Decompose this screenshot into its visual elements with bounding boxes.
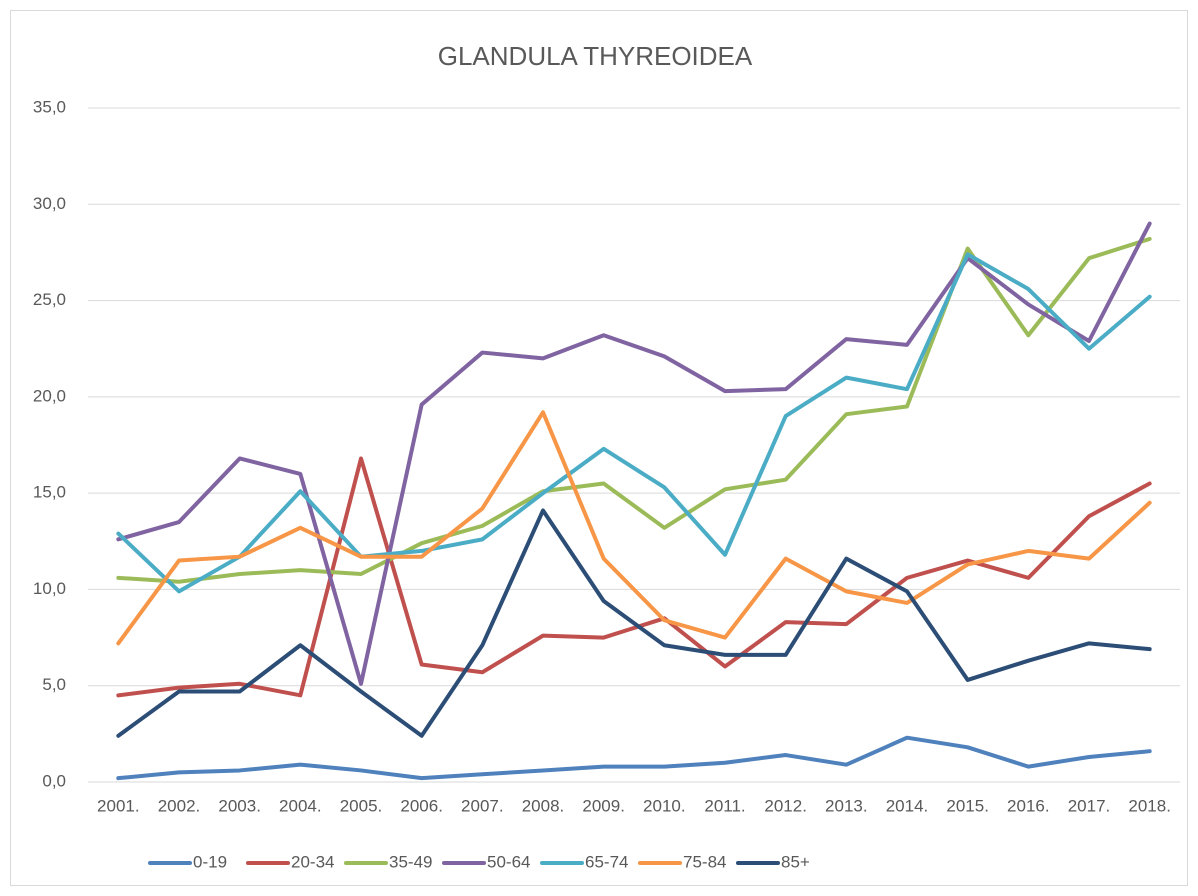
series-line: [116, 221, 1152, 686]
y-tick-label: 10,0: [33, 579, 66, 598]
y-tick-label: 15,0: [33, 483, 66, 502]
series-line: [116, 410, 1152, 646]
x-tick-label: 2001.: [97, 796, 140, 815]
x-tick-label: 2010.: [643, 796, 686, 815]
x-tick-label: 2005.: [340, 796, 383, 815]
series-line: [116, 508, 1152, 738]
x-tick-label: 2016.: [1007, 796, 1050, 815]
x-tick-label: 2013.: [825, 796, 868, 815]
y-tick-label: 20,0: [33, 386, 66, 405]
legend-label: 65-74: [585, 852, 628, 871]
legend-label: 35-49: [389, 852, 432, 871]
y-tick-label: 5,0: [42, 675, 66, 694]
legend-label: 20-34: [291, 852, 334, 871]
y-tick-label: 0,0: [42, 771, 66, 790]
x-tick-label: 2004.: [279, 796, 322, 815]
legend-label: 0-19: [193, 852, 227, 871]
x-tick-label: 2014.: [886, 796, 929, 815]
series-line: [116, 252, 1152, 594]
y-tick-label: 25,0: [33, 290, 66, 309]
series-line: [116, 236, 1152, 584]
y-tick-label: 35,0: [33, 97, 66, 116]
chart-title: GLANDULA THYREOIDEA: [438, 41, 753, 71]
x-tick-label: 2002.: [158, 796, 201, 815]
x-tick-label: 2011.: [704, 796, 745, 815]
legend-label: 85+: [781, 852, 810, 871]
x-tick-label: 2003.: [218, 796, 261, 815]
x-tick-label: 2006.: [400, 796, 443, 815]
x-tick-label: 2017.: [1068, 796, 1111, 815]
x-tick-label: 2007.: [461, 796, 504, 815]
x-tick-label: 2015.: [946, 796, 989, 815]
x-tick-label: 2012.: [764, 796, 807, 815]
legend-label: 50-64: [487, 852, 530, 871]
y-tick-label: 30,0: [33, 194, 66, 213]
x-tick-label: 2009.: [582, 796, 625, 815]
chart-frame: [10, 10, 1188, 886]
legend-label: 75-84: [683, 852, 726, 871]
series-line: [116, 735, 1152, 781]
x-tick-label: 2008.: [522, 796, 565, 815]
x-tick-label: 2018.: [1128, 796, 1171, 815]
